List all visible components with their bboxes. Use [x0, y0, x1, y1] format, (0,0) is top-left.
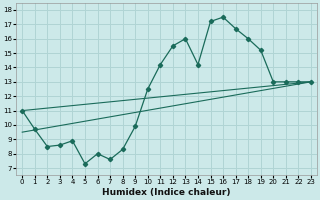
X-axis label: Humidex (Indice chaleur): Humidex (Indice chaleur)	[102, 188, 231, 197]
